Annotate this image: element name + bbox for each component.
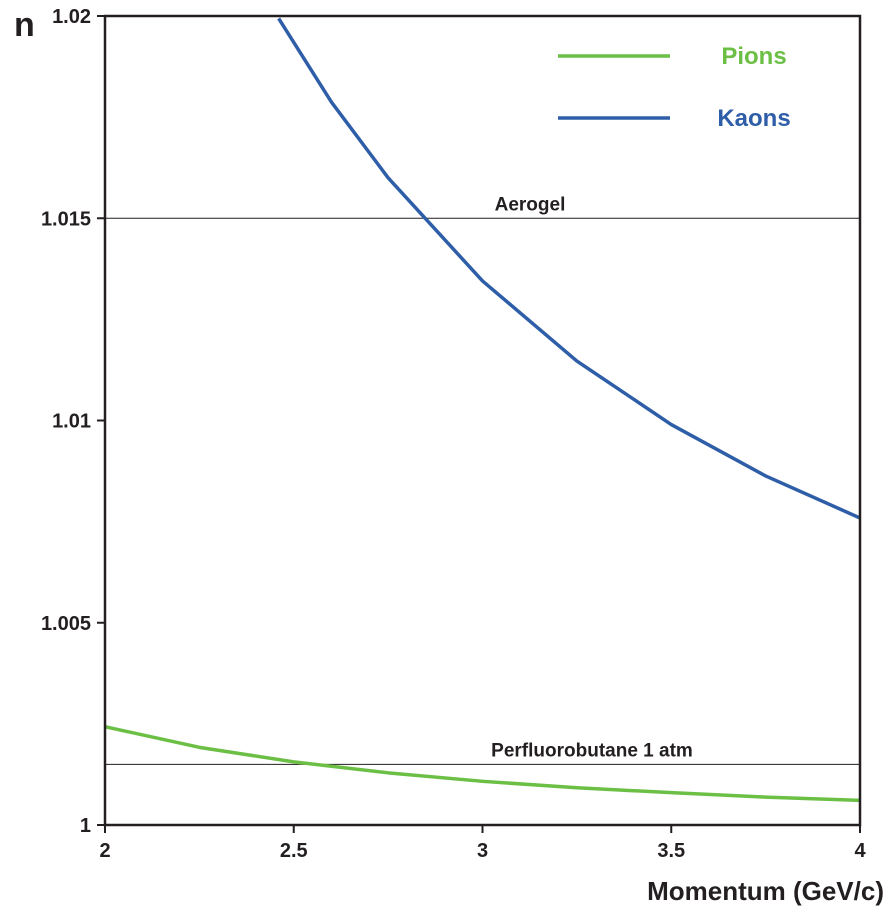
y-tick-label: 1.01 [52,411,91,433]
y-tick-label: 1 [80,815,91,837]
reference-label: Aerogel [495,194,566,215]
y-tick-label: 1.005 [41,613,91,635]
x-axis-label: Momentum (GeV/c) [647,876,884,906]
reference-label: Perfluorobutane 1 atm [491,740,693,761]
x-tick-label: 4 [854,840,866,862]
y-axis-label: n [14,6,35,44]
plot-area [105,17,860,803]
x-tick-label: 2 [99,840,110,862]
y-tick-label: 1.015 [41,208,91,230]
legend-label: Kaons [717,105,790,132]
plot-frame [103,14,862,827]
x-tick-label: 3.5 [657,840,685,862]
x-tick-label: 3 [477,840,488,862]
series-line [105,724,860,803]
legend-label: Pions [721,43,786,70]
y-tick-label: 1.02 [52,6,91,28]
series-line [277,17,860,520]
x-tick-label: 2.5 [280,840,308,862]
